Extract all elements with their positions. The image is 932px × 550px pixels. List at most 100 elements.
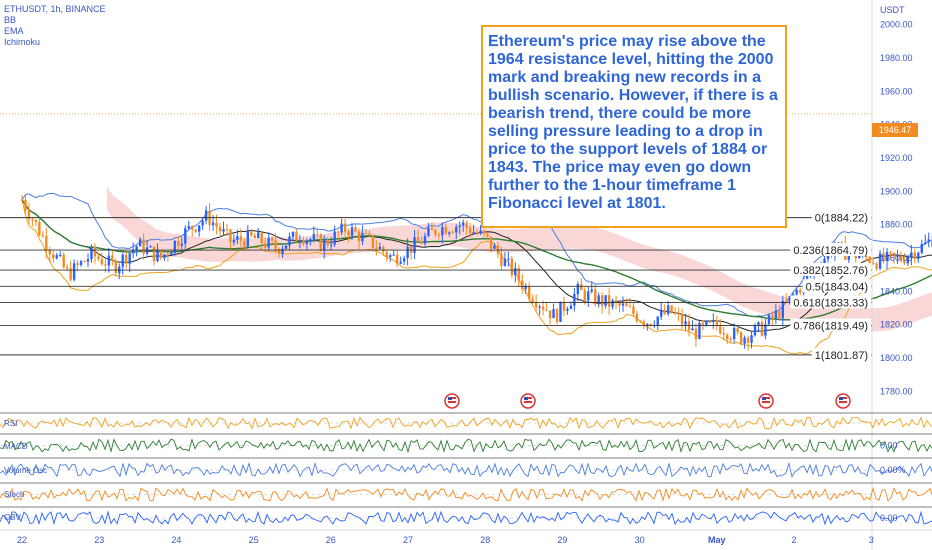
candle-body: [646, 324, 649, 326]
flag-stripe: [839, 401, 847, 403]
candle-body: [875, 263, 878, 269]
indicator-ema[interactable]: EMA: [4, 26, 24, 36]
candle-body: [792, 294, 795, 296]
candle-body: [559, 301, 562, 322]
indicator-ichimoku[interactable]: Ichimoku: [4, 37, 41, 47]
x-tick-label: 29: [557, 535, 567, 545]
candle-body: [385, 251, 388, 258]
symbol-label: ETHUSDT, 1h, BINANCE: [4, 4, 106, 14]
candle-body: [59, 254, 62, 256]
candle-body: [128, 253, 131, 264]
candle-body: [798, 290, 802, 293]
fib-label: 0.786(1819.49): [793, 321, 868, 333]
candle-body: [753, 325, 757, 336]
candle-body: [135, 246, 138, 250]
candle-body: [79, 261, 83, 265]
candle-body: [274, 240, 277, 249]
candle-body: [201, 220, 204, 226]
flag-stripe: [524, 401, 532, 403]
x-tick-label: May: [708, 535, 726, 545]
candle-body: [177, 240, 180, 246]
candle-body: [562, 301, 566, 311]
candle-body: [159, 250, 163, 259]
candle-body: [236, 236, 239, 240]
candle-body: [225, 229, 229, 231]
candle-body: [906, 257, 910, 264]
fib-label: 0.382(1852.76): [793, 265, 868, 277]
time-axis[interactable]: 22 23 24 25 26 27 28 29 30 May 2 3: [0, 529, 932, 545]
event-markers[interactable]: [444, 393, 851, 409]
y-tick-label: 2000.00: [880, 20, 913, 30]
candle-body: [38, 222, 41, 236]
fib-label: 0(1884.22): [815, 213, 868, 225]
candle-body: [868, 256, 871, 264]
candle-body: [927, 239, 930, 243]
candle-body: [114, 261, 117, 274]
candle-body: [378, 246, 382, 249]
candle-body: [347, 231, 350, 236]
candle-body: [673, 312, 677, 314]
fib-label-bg: [790, 318, 871, 332]
candle-body: [323, 240, 326, 251]
candle-body: [430, 228, 434, 230]
panel-value-label: 0.00: [880, 441, 898, 451]
candle-body: [461, 222, 465, 226]
us-flag-event-icon[interactable]: [520, 393, 536, 409]
indicator-bb[interactable]: BB: [4, 15, 17, 25]
candle-body: [111, 255, 114, 262]
candle-body: [760, 322, 764, 336]
candle-body: [20, 199, 24, 201]
candle-body: [326, 240, 329, 246]
candle-body: [52, 254, 55, 259]
us-flag-event-icon[interactable]: [444, 393, 460, 409]
candle-body: [246, 230, 250, 247]
candle-body: [871, 263, 875, 265]
us-flag-event-icon[interactable]: [835, 393, 851, 409]
candle-body: [732, 327, 736, 340]
us-flag-event-icon[interactable]: [758, 393, 774, 409]
y-tick-label: 1880.00: [880, 220, 913, 230]
candle-body: [705, 321, 708, 325]
candle-body: [131, 249, 135, 254]
candle-body: [232, 239, 236, 243]
candle-body: [618, 302, 621, 306]
candle-body: [580, 283, 583, 291]
candle-body: [858, 255, 861, 259]
y-tick-label: 1960.00: [880, 86, 913, 96]
candle-body: [423, 235, 427, 244]
candle-body: [607, 295, 611, 307]
panel-series: [0, 416, 932, 430]
candle-body: [427, 228, 430, 236]
candle-body: [145, 247, 149, 254]
annotation-box[interactable]: Ethereum's price may rise above the 1964…: [481, 25, 787, 228]
candle-body: [548, 310, 552, 319]
panel-value-label: 0.00%: [880, 465, 906, 475]
candle-body: [541, 306, 545, 310]
y-tick-label: 1800.00: [880, 353, 913, 363]
candle-body: [194, 229, 197, 232]
panel-label-rsi: RSI: [4, 419, 18, 428]
candle-body: [156, 250, 159, 261]
candle-body: [670, 305, 673, 313]
candle-body: [600, 295, 604, 306]
candle-body: [170, 252, 173, 255]
candle-body: [503, 258, 507, 266]
x-tick-label: 25: [249, 535, 259, 545]
candle-body: [528, 286, 531, 299]
candle-body: [514, 268, 517, 276]
candle-body: [594, 289, 597, 305]
candle-body: [277, 248, 281, 254]
candle-body: [767, 315, 771, 325]
candle-body: [614, 300, 618, 303]
candle-body: [375, 248, 378, 250]
candle-body: [621, 303, 625, 306]
candle-body: [455, 226, 458, 233]
candle-body: [41, 235, 45, 237]
candle-body: [458, 225, 461, 227]
candle-body: [632, 306, 635, 314]
candle-body: [531, 298, 534, 303]
candle-body: [180, 243, 184, 246]
candle-body: [152, 246, 156, 261]
candle-body: [882, 253, 885, 262]
